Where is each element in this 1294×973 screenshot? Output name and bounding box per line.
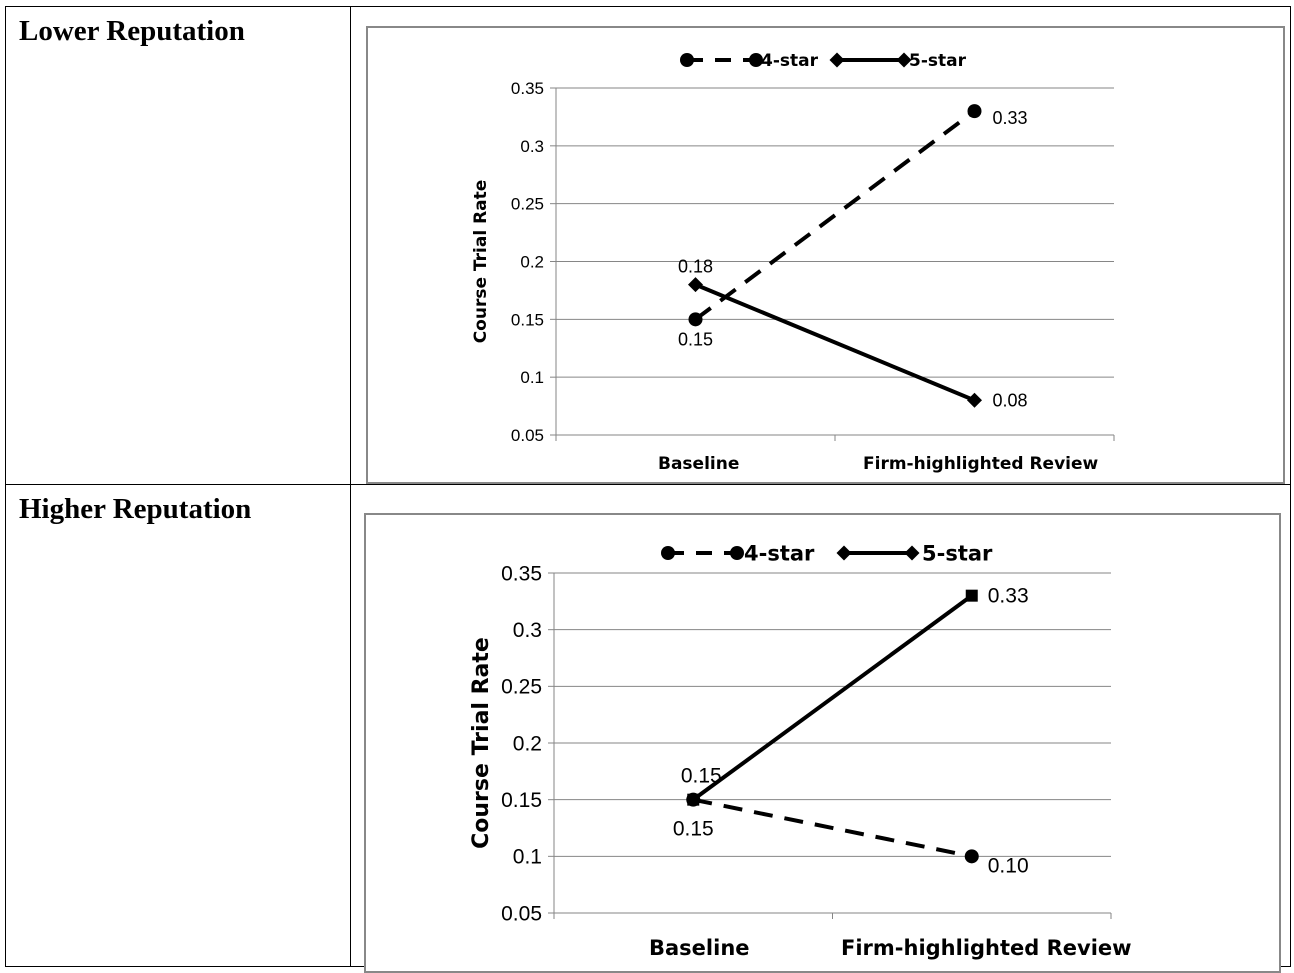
row-label-cell: Lower Reputation	[5, 6, 351, 485]
data-point-diamond	[904, 545, 920, 561]
series-line	[692, 797, 973, 859]
series-line	[692, 594, 973, 802]
y-tick-label: 0.35	[501, 562, 542, 585]
y-tick-label: 0.3	[520, 137, 544, 156]
chart-svg: 0.05 0.1 0.15 0.2 0.25 0.3 0.35 Baseline Firm-hi…	[366, 26, 1285, 484]
data-point-diamond	[836, 545, 852, 561]
x-category-label: Firm-highlighted Review	[841, 936, 1132, 960]
data-point-circle	[730, 546, 744, 560]
legend-entry: 5-star	[829, 51, 967, 71]
data-label: 0.15	[681, 765, 722, 788]
data-point-circle	[749, 53, 763, 67]
x-category-label: Baseline	[658, 454, 739, 474]
data-label: 0.15	[673, 818, 714, 841]
data-point-diamond	[967, 392, 982, 408]
y-tick-label: 0.25	[511, 195, 544, 214]
y-tick-label: 0.15	[511, 310, 544, 329]
data-point-square	[687, 793, 700, 806]
series-4-star: 0.15 0.33	[678, 104, 1028, 349]
legend-label: 4-star	[744, 541, 815, 565]
y-tick-label: 0.1	[513, 846, 542, 869]
data-point-circle	[967, 104, 982, 119]
y-axis-title: Course Trial Rate	[471, 180, 491, 344]
y-tick-label: 0.3	[513, 619, 542, 642]
row-label-lower-reputation: Lower Reputation	[19, 15, 245, 47]
x-category-label: Baseline	[649, 936, 750, 960]
legend-label: 5-star	[909, 51, 967, 71]
legend-entry: 4-star	[680, 51, 819, 71]
chart-higher-reputation: 0.05 0.1 0.15 0.2 0.25 0.3 0.35 Baseline Firm-hi…	[364, 513, 1281, 973]
row-label-cell: Higher Reputation	[5, 484, 351, 967]
y-tick-label: 0.05	[511, 426, 544, 445]
y-tick-label: 0.2	[520, 252, 544, 271]
chart-area-border	[366, 26, 1285, 484]
row-label-higher-reputation: Higher Reputation	[19, 493, 252, 525]
x-category-label: Firm-highlighted Review	[863, 454, 1099, 474]
series-5-star: 0.15 0.33	[681, 585, 1029, 806]
data-point-circle	[964, 849, 979, 864]
data-point-diamond	[896, 52, 912, 68]
y-tick-label: 0.25	[501, 676, 542, 699]
series-5-star: 0.18 0.08	[678, 257, 1028, 411]
data-label: 0.08	[993, 390, 1028, 410]
data-point-circle	[688, 312, 703, 327]
data-point-square	[965, 589, 978, 602]
data-label: 0.33	[993, 108, 1028, 128]
series-line	[694, 282, 976, 403]
series-line	[694, 109, 976, 321]
y-tick-label: 0.05	[501, 902, 542, 925]
data-point-circle	[661, 546, 675, 560]
chart-lower-reputation: 0.05 0.1 0.15 0.2 0.25 0.3 0.35 Baseline Firm-hi…	[366, 26, 1285, 484]
y-tick-label: 0.35	[511, 79, 544, 98]
data-point-circle	[680, 53, 694, 67]
data-point-diamond	[829, 52, 845, 68]
y-tick-label: 0.1	[520, 368, 544, 387]
data-label: 0.15	[678, 329, 713, 349]
data-label: 0.18	[678, 257, 713, 277]
y-tick-label: 0.2	[513, 732, 542, 755]
y-tick-label: 0.15	[501, 789, 542, 812]
data-point-diamond	[688, 277, 703, 293]
legend-label: 5-star	[922, 541, 993, 565]
data-label: 0.10	[988, 854, 1029, 877]
chart-svg: 0.05 0.1 0.15 0.2 0.25 0.3 0.35 Baseline Firm-hi…	[364, 513, 1281, 973]
y-axis-title: Course Trial Rate	[469, 637, 494, 849]
data-label: 0.33	[988, 585, 1029, 608]
legend-entry: 5-star	[836, 541, 993, 565]
legend-entry: 4-star	[661, 541, 815, 565]
legend-label: 4-star	[761, 51, 819, 71]
